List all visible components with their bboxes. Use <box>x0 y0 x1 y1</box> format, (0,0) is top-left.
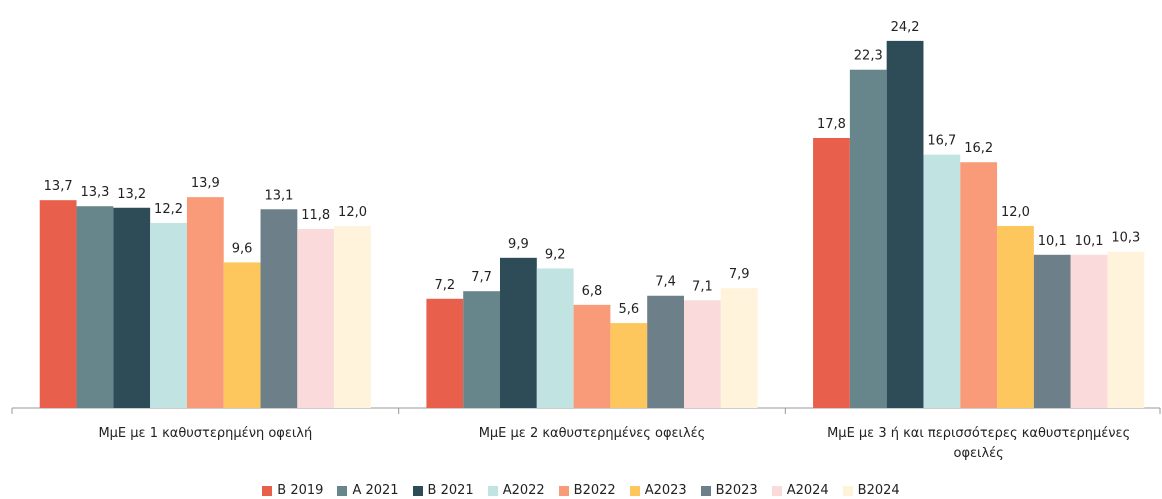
bar <box>297 228 335 408</box>
data-label: 12,0 <box>338 205 367 220</box>
data-label: 7,9 <box>729 267 750 282</box>
bar <box>720 288 758 408</box>
legend-item: Β 2019 <box>262 483 323 498</box>
legend-item: Α2022 <box>487 483 545 498</box>
legend-item: Β2023 <box>700 483 758 498</box>
data-label: 10,3 <box>1111 231 1140 246</box>
data-label: 16,2 <box>964 141 993 156</box>
legend-label: Α2022 <box>502 483 545 498</box>
data-label: 13,7 <box>44 179 73 194</box>
legend-label: Α2023 <box>644 483 687 498</box>
bar <box>426 298 464 408</box>
legend-swatch <box>771 485 782 496</box>
legend-item: Β2022 <box>558 483 616 498</box>
data-label: 11,8 <box>301 208 330 223</box>
legend-swatch <box>337 485 348 496</box>
bar <box>76 206 114 408</box>
data-label: 22,3 <box>854 49 883 64</box>
legend-swatch <box>262 485 273 496</box>
legend-item: Β 2021 <box>412 483 474 498</box>
bar <box>260 209 298 408</box>
legend-label: Α2024 <box>786 483 829 498</box>
bar <box>1107 251 1145 408</box>
data-label: 7,1 <box>692 279 713 294</box>
bar <box>334 225 371 408</box>
bar <box>960 162 998 408</box>
data-label: 7,4 <box>655 275 676 290</box>
data-label: 10,1 <box>1075 234 1104 249</box>
legend-swatch <box>412 485 423 496</box>
bar <box>150 222 187 408</box>
legend-item: Α 2021 <box>337 483 399 498</box>
x-tick-label: ΜμΕ με 1 καθυστερημένη οφειλή <box>98 426 313 441</box>
data-label: 5,6 <box>618 302 639 317</box>
data-label: 24,2 <box>891 20 920 35</box>
bar <box>647 295 684 408</box>
legend-label: Β 2021 <box>427 483 474 498</box>
data-label: 10,1 <box>1038 234 1067 249</box>
legend-label: Β 2019 <box>277 483 324 498</box>
legend-label: Α 2021 <box>352 483 399 498</box>
data-label: 17,8 <box>817 117 846 132</box>
bar <box>923 154 961 408</box>
bar <box>1033 254 1071 408</box>
legend-swatch <box>487 485 498 496</box>
data-label: 12,2 <box>154 202 183 217</box>
bar <box>849 69 887 409</box>
bar <box>573 304 611 408</box>
data-label: 13,2 <box>117 187 146 202</box>
data-label: 12,0 <box>1001 205 1030 220</box>
bar <box>886 40 924 409</box>
legend-item: Β2024 <box>842 483 900 498</box>
bar <box>113 207 151 408</box>
data-label: 7,7 <box>471 270 492 285</box>
data-label: 9,6 <box>232 241 253 256</box>
legend-item: Α2023 <box>629 483 687 498</box>
legend-label: Β2022 <box>573 483 616 498</box>
chart: 13,7 13,3 13,2 12,2 13,9 9,6 13,1 11,8 12,0 7,2 7,… <box>11 20 1161 414</box>
bar <box>463 291 500 408</box>
bar <box>39 200 77 408</box>
data-label: 13,9 <box>191 176 220 191</box>
bar <box>997 225 1034 408</box>
bar <box>500 257 537 408</box>
data-label: 6,8 <box>582 284 603 299</box>
bar <box>684 300 721 408</box>
bar <box>813 137 850 408</box>
data-label: 7,2 <box>434 278 455 293</box>
data-label: 9,2 <box>545 247 566 262</box>
legend: Β 2019 Α 2021 Β 2021 Α2022 Β2022 Α2023 Β2023 Α2… <box>0 483 1162 498</box>
bar <box>186 197 224 408</box>
bar <box>610 323 648 408</box>
data-label: 13,1 <box>264 188 293 203</box>
data-label: 9,9 <box>508 237 529 252</box>
legend-item: Α2024 <box>771 483 829 498</box>
data-label: 13,3 <box>80 185 109 200</box>
legend-label: Β2024 <box>857 483 900 498</box>
legend-swatch <box>842 485 853 496</box>
legend-swatch <box>558 485 569 496</box>
data-label: 16,7 <box>927 134 956 149</box>
bar <box>536 268 574 408</box>
legend-swatch <box>700 485 711 496</box>
bar <box>223 262 261 408</box>
legend-label: Β2023 <box>715 483 758 498</box>
legend-swatch <box>629 485 640 496</box>
x-tick-label: ΜμΕ με 2 καθυστερημένες οφειλές <box>478 426 706 441</box>
bar <box>1070 254 1108 408</box>
x-tick-label: ΜμΕ με 3 ή και περισσότερες καθυστερημέν… <box>827 426 1131 461</box>
